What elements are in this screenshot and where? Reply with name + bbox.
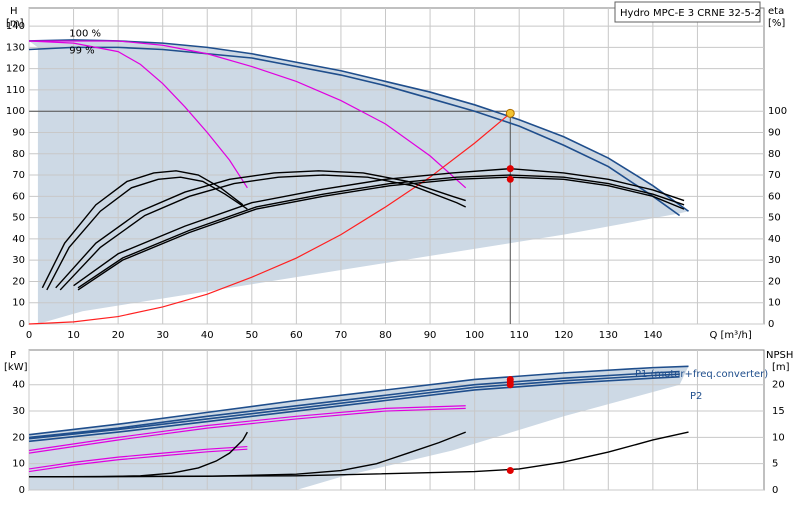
top-right-tick-label: 80 [768,149,781,160]
power-axis-label: P [10,350,16,361]
bottom-right-tick-label: 10 [772,432,785,443]
y-axis-label-left-unit: [m] [6,18,24,29]
x-tick-label: 50 [245,330,258,341]
curve-efficiency-2-pumps-a [55,170,466,289]
power-range-shading [29,366,689,490]
top-right-tick-label: 50 [768,213,781,224]
top-left-tick-label: 90 [12,127,25,138]
curve-head-envelope-upper [28,39,689,212]
bottom-left-tick-label: 0 [19,485,25,496]
x-tick-label: 130 [599,330,618,341]
curve-P1-lower [28,370,680,439]
curve-head-envelope-lower [28,46,681,217]
curve-efficiency-3-pumps-b [77,174,685,289]
top-left-tick-label: 10 [12,298,25,309]
curve-P-1-pump-b [28,448,248,473]
percent-annotation: 99 % [69,45,94,56]
power-point-marker [506,467,514,475]
chart-title: Hydro MPC-E 3 CRNE 32-5-2 [620,8,761,19]
legend-p2: P2 [690,391,702,402]
efficiency-point-marker [506,165,514,173]
top-left-tick-label: 60 [12,191,25,202]
npsh-axis-label: NPSH [766,350,793,361]
top-left-tick-label: 70 [12,170,25,181]
legend-p1: P1 (motor+freq.converter) [635,369,768,380]
bottom-right-tick-label: 20 [772,380,785,391]
title-box [614,1,761,23]
x-tick-label: 40 [201,330,214,341]
top-left-tick-label: 110 [6,85,25,96]
x-tick-label: 80 [379,330,392,341]
curve-NPSH-3-pumps [28,431,689,478]
top-left-tick-label: 130 [6,42,25,53]
power-axis-unit: [kW] [4,362,28,373]
x-tick-label: 10 [67,330,80,341]
duty-point-marker [505,108,515,118]
bottom-left-tick-label: 40 [12,380,25,391]
top-right-tick-label: 100 [768,106,787,117]
curve-P2-upper [28,373,680,440]
x-tick-label: 30 [156,330,169,341]
top-right-tick-label: 70 [768,170,781,181]
top-left-tick-label: 40 [12,234,25,245]
x-tick-label: 100 [465,330,484,341]
curve-efficiency-3-pumps-a [73,167,685,287]
curve-system-curve [28,112,511,325]
bottom-right-tick-label: 5 [772,459,778,470]
y-axis-label-right-unit: [%] [768,18,785,29]
curve-P-1-pump-a [28,445,248,470]
curve-head-2-pumps [29,40,467,189]
bottom-left-tick-label: 10 [12,459,25,470]
x-tick-label: 140 [643,330,662,341]
x-tick-label: 110 [510,330,529,341]
bottom-left-tick-label: 20 [12,432,25,443]
x-tick-label: 0 [26,330,32,341]
top-left-tick-label: 0 [19,319,25,330]
top-left-tick-label: 100 [6,106,25,117]
top-right-tick-label: 30 [768,255,781,266]
top-right-tick-label: 10 [768,298,781,309]
top-left-tick-label: 120 [6,64,25,75]
top-right-tick-label: 60 [768,191,781,202]
y-axis-label-right: eta [768,6,784,17]
y-axis-label-left: H [10,6,18,17]
curve-P1-upper [28,365,689,436]
top-left-tick-label: 30 [12,255,25,266]
x-tick-label: 90 [424,330,437,341]
curve-P-2-pumps-b [28,407,466,454]
curve-efficiency-2-pumps-b [59,174,467,291]
curve-efficiency-3-pumps-c [77,176,685,291]
curve-P2-lower [28,376,680,443]
curve-head-1-pump [28,40,248,189]
bottom-right-tick-label: 0 [772,485,778,496]
x-tick-label: 20 [112,330,125,341]
top-left-tick-label: 20 [12,276,25,287]
power-point-marker [506,381,514,389]
top-left-tick-label: 140 [6,21,25,32]
top-left-tick-label: 80 [12,149,25,160]
percent-annotation: 100 % [69,28,101,39]
npsh-axis-unit: [m] [772,362,790,373]
x-axis-label: Q [m³/h] [709,330,751,341]
top-right-tick-label: 90 [768,127,781,138]
x-tick-label: 60 [290,330,303,341]
top-right-tick-label: 40 [768,234,781,245]
top-right-tick-label: 20 [768,276,781,287]
bottom-right-tick-label: 15 [772,406,785,417]
curve-P-2-pumps-a [28,405,466,452]
top-right-tick-label: 0 [768,319,774,330]
x-tick-label: 120 [554,330,573,341]
efficiency-point-marker [506,175,514,183]
x-tick-label: 70 [335,330,348,341]
bottom-left-tick-label: 30 [12,406,25,417]
top-left-tick-label: 50 [12,213,25,224]
curve-efficiency-1-pump-b [46,176,248,291]
